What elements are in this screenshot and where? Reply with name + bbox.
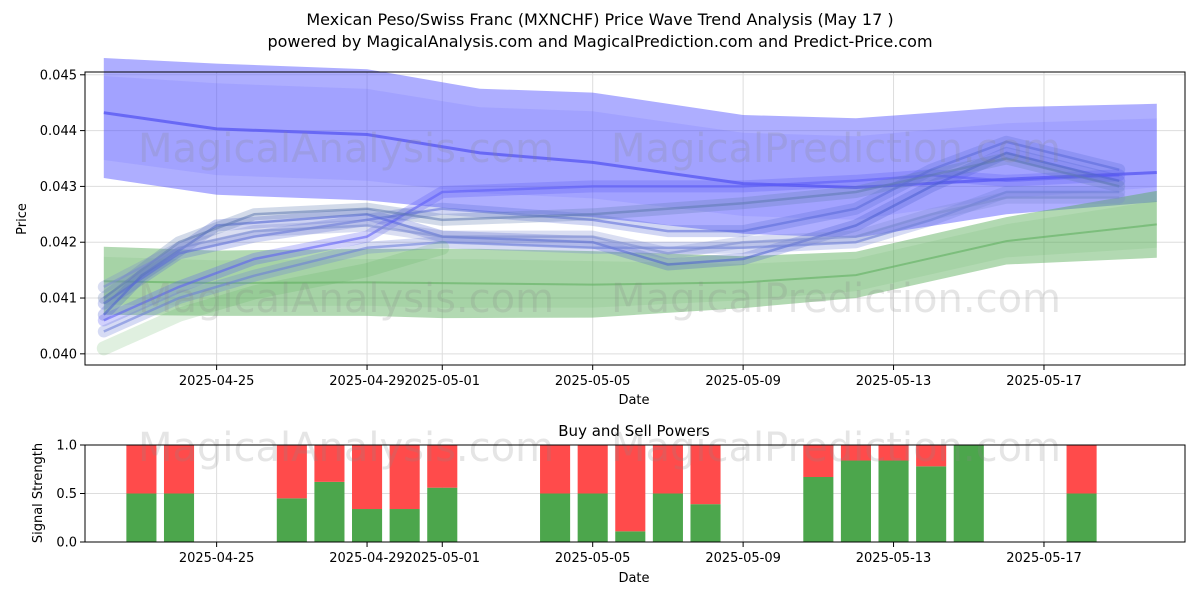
price-x-ticks: 2025-04-25 2025-04-29 2025-05-01 2025-05-05… — [179, 365, 1082, 389]
watermark-prediction-top: MagicalPrediction.com — [611, 126, 1061, 172]
buy-bar — [1066, 493, 1097, 542]
buy-bar — [615, 531, 646, 542]
price-plot-frame — [84, 71, 1186, 366]
chart-subtitle: powered by MagicalAnalysis.com and Magic… — [267, 32, 932, 51]
watermark-analysis-top: MagicalAnalysis.com — [138, 126, 554, 172]
price-y-tick-label: 0.042 — [40, 236, 77, 251]
signal-x-tick-label: 2025-05-17 — [1006, 551, 1082, 566]
price-y-tick-label: 0.041 — [40, 292, 77, 307]
price-y-ticks: 0.040 0.041 0.042 0.043 0.044 0.045 — [40, 68, 85, 362]
signal-x-tick-label: 2025-04-29 — [329, 551, 405, 566]
buy-bar — [690, 504, 721, 542]
signal-bars — [126, 445, 1097, 542]
price-wave-line — [103, 190, 1120, 333]
buy-bar — [540, 493, 571, 542]
sell-bar — [840, 445, 871, 461]
sell-bar — [163, 445, 195, 494]
buy-bar — [389, 509, 420, 542]
watermark-prediction-bottom: MagicalPrediction.com — [611, 425, 1061, 471]
price-x-tick-label: 2025-05-05 — [555, 374, 631, 389]
price-x-tick-label: 2025-05-01 — [404, 374, 480, 389]
buy-bar — [953, 445, 984, 542]
buy-bar — [803, 477, 834, 542]
signal-y-tick-label: 0.5 — [56, 487, 77, 502]
watermark-prediction-mid: MagicalPrediction.com — [611, 276, 1061, 322]
price-x-label: Date — [618, 393, 649, 408]
buy-bar — [276, 498, 307, 542]
price-wave-line — [103, 196, 1120, 289]
sell-bar — [427, 445, 458, 488]
price-wave-line — [103, 140, 1120, 305]
sell-bar — [126, 445, 157, 494]
price-band-blue — [103, 58, 1157, 238]
signal-title: Buy and Sell Powers — [558, 422, 710, 440]
price-x-tick-label: 2025-05-13 — [856, 374, 932, 389]
signal-y-tick-label: 1.0 — [56, 439, 77, 454]
signal-x-tick-label: 2025-05-09 — [705, 551, 781, 566]
sell-bar — [577, 445, 608, 494]
signal-y-ticks: 0.0 0.5 1.0 — [56, 439, 85, 551]
price-band-centerline-green — [103, 223, 1157, 286]
buy-bar — [577, 493, 608, 542]
signal-x-label: Date — [618, 571, 649, 586]
buy-bar — [652, 493, 683, 542]
sell-bar — [878, 445, 909, 461]
signal-x-tick-label: 2025-05-01 — [404, 551, 480, 566]
price-grid — [85, 72, 1185, 365]
price-y-tick-label: 0.043 — [40, 180, 77, 195]
sell-bar — [803, 445, 834, 478]
signal-y-label: Signal Strength — [31, 443, 46, 543]
price-wave-line — [103, 157, 1120, 300]
buy-bar — [916, 466, 947, 542]
sell-bar — [615, 445, 646, 532]
watermark-analysis-mid: MagicalAnalysis.com — [138, 276, 554, 322]
chart-title: Mexican Peso/Swiss Franc (MXNCHF) Price … — [306, 10, 893, 29]
price-band-centerline-blue — [103, 111, 1157, 190]
signal-x-ticks: 2025-04-25 2025-04-29 2025-05-01 2025-05-05… — [179, 542, 1082, 566]
buy-bar — [314, 481, 345, 542]
signal-y-tick-label: 0.0 — [56, 536, 77, 551]
price-x-tick-label: 2025-04-29 — [329, 374, 405, 389]
price-x-tick-label: 2025-04-25 — [179, 374, 255, 389]
price-x-tick-label: 2025-05-17 — [1006, 374, 1082, 389]
sell-bar — [389, 445, 420, 510]
watermark-analysis-bottom: MagicalAnalysis.com — [138, 425, 554, 471]
sell-bar — [540, 445, 571, 494]
price-waves — [96, 135, 1126, 356]
price-band-inner-green — [103, 200, 1157, 308]
buy-bar — [878, 460, 909, 542]
signal-x-tick-label: 2025-05-05 — [555, 551, 631, 566]
sell-bar — [314, 445, 345, 482]
price-y-label: Price — [15, 203, 30, 235]
buy-bar — [352, 509, 383, 542]
buy-bar — [840, 460, 871, 542]
sell-bar — [276, 445, 307, 499]
price-wave-line — [103, 173, 1120, 322]
signal-x-tick-label: 2025-05-13 — [856, 551, 932, 566]
buy-bar — [126, 493, 157, 542]
sell-bar — [690, 445, 721, 505]
price-wave-ghost — [96, 240, 450, 356]
price-y-tick-label: 0.045 — [40, 68, 77, 83]
price-x-tick-label: 2025-05-09 — [705, 374, 781, 389]
signal-x-tick-label: 2025-04-25 — [179, 551, 255, 566]
buy-bar — [163, 493, 195, 542]
buy-bar — [427, 487, 458, 542]
price-y-tick-label: 0.044 — [40, 124, 77, 139]
sell-bar — [1066, 445, 1097, 494]
sell-bar — [652, 445, 683, 494]
price-y-tick-label: 0.040 — [40, 347, 77, 362]
sell-bar — [916, 445, 947, 467]
sell-bar — [352, 445, 383, 510]
